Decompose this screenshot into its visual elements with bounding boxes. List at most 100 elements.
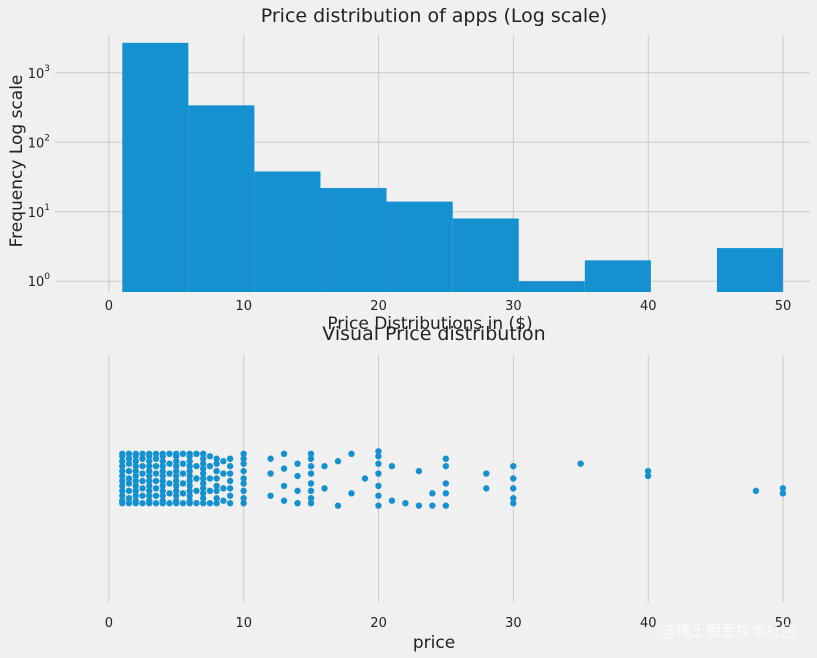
histogram-y-tick-label: 102 [28, 133, 50, 151]
scatter-point [199, 450, 207, 457]
scatter-point [307, 500, 315, 507]
scatter-point [199, 465, 207, 472]
scatter-point [199, 485, 207, 492]
scatter-point [146, 482, 153, 490]
scatter-point [159, 472, 166, 480]
scatter-point [159, 487, 166, 495]
scatter-point [186, 450, 193, 457]
scatter-point [752, 487, 760, 495]
histogram-y-axis-label: Frequency Log scale [7, 75, 27, 248]
scatter-point [152, 470, 160, 477]
scatter-point [173, 477, 180, 485]
scatter-point [220, 497, 227, 504]
scatter-point [510, 462, 517, 470]
scatter-point [240, 480, 247, 487]
scatter-point [173, 450, 180, 457]
scatter-point [132, 467, 139, 475]
scatter-point [159, 458, 166, 465]
scatter-point [442, 455, 450, 462]
scatter-point [186, 467, 193, 475]
scatter-point [213, 495, 220, 502]
scatter-point [240, 487, 247, 495]
scatter-point [152, 485, 160, 492]
scatter-point [199, 455, 207, 462]
scatter-point [186, 487, 193, 495]
scatter-point [779, 490, 787, 497]
scatter-point [442, 480, 450, 487]
scatter-point [280, 497, 288, 504]
scatter-point [179, 450, 187, 457]
scatter-point [125, 500, 133, 507]
scatter-point [179, 470, 187, 477]
scatter-point [119, 450, 126, 457]
scatter-point [321, 485, 328, 492]
scatter-point [307, 487, 315, 495]
scatter-point [226, 500, 234, 507]
scatter-point [159, 450, 166, 457]
histogram-y-tick-label: 101 [28, 203, 50, 221]
scatter-point [193, 450, 200, 457]
scatter-point [226, 455, 234, 462]
scatter-point [510, 475, 517, 482]
scatter-points [119, 448, 787, 509]
scatter-point [280, 465, 288, 472]
scatter-point [173, 472, 180, 480]
scatter-point [220, 470, 227, 477]
scatter-point [240, 450, 247, 457]
scatter-point [139, 485, 146, 492]
histogram-x-tick-label: 30 [505, 299, 522, 314]
scatter-point [173, 482, 180, 490]
scatter-point [206, 500, 214, 507]
scatter-point [186, 462, 193, 470]
scatter-point [348, 490, 355, 497]
scatter-point [307, 480, 315, 487]
scatter-point [179, 490, 187, 497]
scatter-point [206, 475, 214, 482]
scatter-point [307, 450, 315, 457]
scatter-point [280, 482, 288, 490]
scatter-point [415, 502, 423, 509]
scatter-point [294, 500, 301, 507]
scatter-point [139, 455, 146, 462]
scatter-point [139, 470, 146, 477]
scatter-point [152, 477, 160, 485]
histogram-bar [584, 260, 651, 292]
scatter-point [159, 477, 166, 485]
histogram-x-tick-label: 10 [235, 299, 252, 314]
scatter-point [402, 500, 409, 507]
watermark-text: @稀土掘金技术社区 [661, 622, 796, 640]
scatter-point [152, 450, 160, 457]
histogram-bar [188, 105, 255, 292]
scatter-point [193, 462, 200, 470]
scatter-point [240, 467, 247, 475]
scatter-point [166, 470, 173, 477]
scatter-point [483, 470, 490, 477]
scatter-point [125, 475, 133, 482]
histogram-x-tick-label: 50 [775, 299, 792, 314]
scatter-point [442, 462, 450, 470]
scatter-point [132, 458, 139, 465]
histogram-x-tick-label: 40 [640, 299, 657, 314]
scatter-point [173, 487, 180, 495]
scatter-point [510, 500, 517, 507]
scatter-point [375, 502, 382, 509]
scatter-point [375, 492, 382, 499]
scatter-point [199, 480, 207, 487]
scatter-point [146, 458, 153, 465]
histogram-x-tick-label: 20 [370, 299, 387, 314]
scatter-point [577, 460, 584, 467]
scatter-point [442, 502, 450, 509]
scatter-point [152, 455, 160, 462]
scatter-x-tick-label: 20 [370, 616, 387, 631]
histogram-y-tick-label: 103 [28, 64, 50, 82]
histogram-x-ticks: 0 10 20 30 40 50 [105, 299, 792, 314]
scatter-point [213, 475, 220, 482]
scatter-point [166, 450, 173, 457]
scatter-point [173, 497, 180, 504]
scatter-point [186, 492, 193, 499]
scatter-point [152, 492, 160, 499]
scatter-point [213, 482, 220, 490]
scatter-point [166, 500, 173, 507]
scatter-point [146, 467, 153, 475]
scatter-point [442, 490, 450, 497]
